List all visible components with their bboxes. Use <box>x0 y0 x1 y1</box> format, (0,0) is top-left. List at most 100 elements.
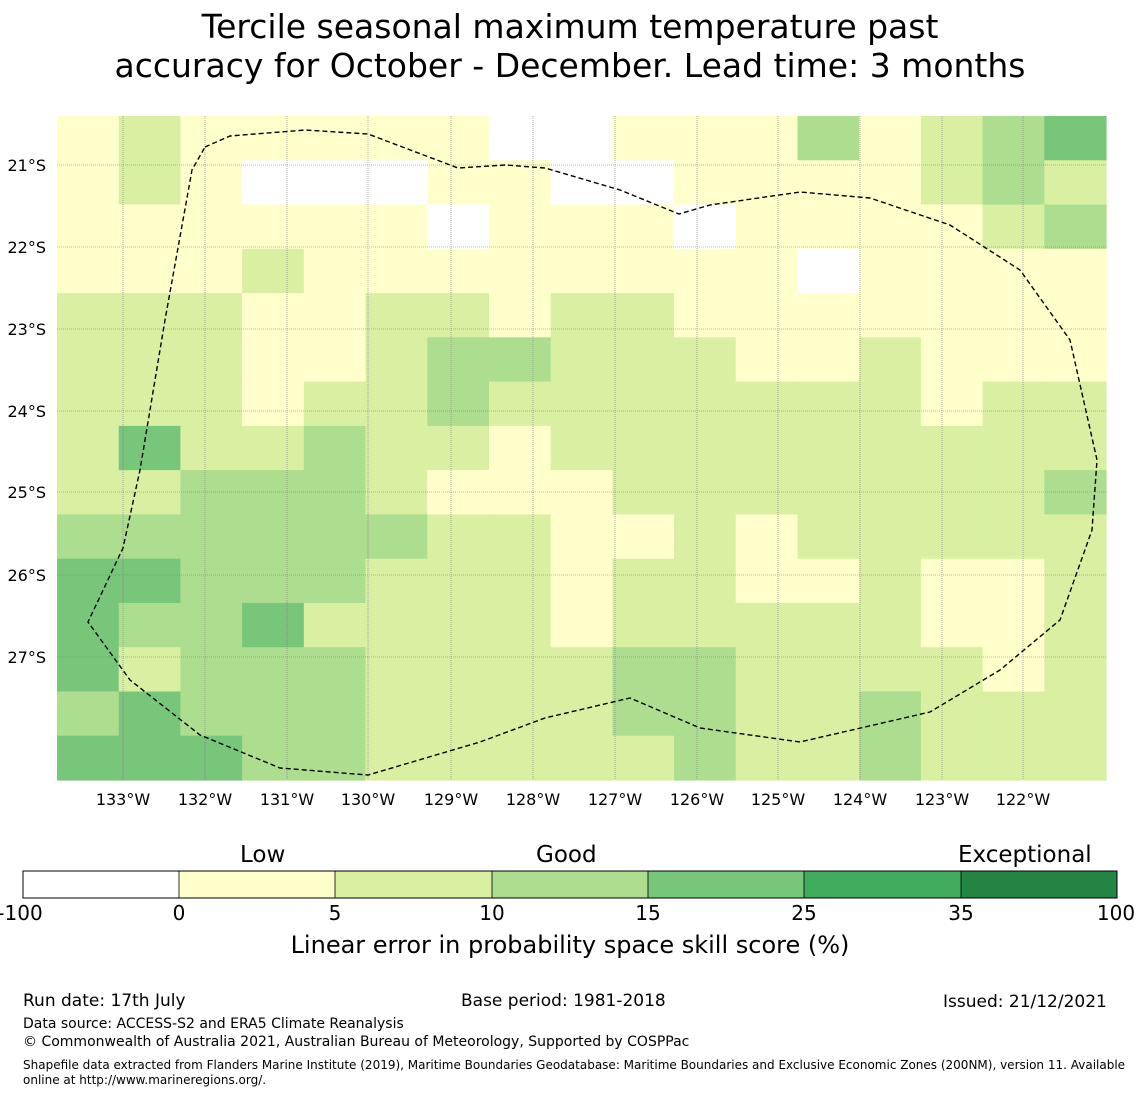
grid-cell <box>735 558 799 604</box>
colorbar-segment <box>179 871 335 898</box>
colorbar-segment <box>961 871 1117 898</box>
grid-cell <box>57 160 120 206</box>
longitude-tick-label: 128°W <box>506 790 561 809</box>
longitude-tick-label: 127°W <box>588 790 643 809</box>
graticule <box>57 116 1106 780</box>
grid-cell <box>1044 602 1107 648</box>
grid-cell <box>550 116 613 161</box>
grid-cell <box>242 647 305 693</box>
grid-cell <box>180 248 243 294</box>
grid-cell <box>365 381 428 427</box>
grid-cell <box>859 116 922 161</box>
grid-cell <box>920 160 984 206</box>
grid-cell <box>1044 735 1107 781</box>
grid-cell <box>1044 248 1107 294</box>
grid-cell <box>488 381 552 427</box>
grid-cell <box>982 293 1045 338</box>
grid-cell <box>488 602 552 648</box>
grid-cell <box>242 558 305 604</box>
grid-cell <box>118 514 182 560</box>
grid-cell <box>612 248 675 294</box>
grid-cell <box>365 602 428 648</box>
latitude-tick-label: 23°S <box>7 320 46 339</box>
grid-cell <box>612 470 675 515</box>
grid-cell <box>797 204 860 250</box>
grid-cell <box>612 381 675 427</box>
grid-cell <box>427 470 490 515</box>
grid-cell <box>982 116 1045 161</box>
grid-cell <box>859 514 922 560</box>
grid-cell <box>982 248 1045 294</box>
grid-cell <box>57 735 120 781</box>
map-title-line-1: Tercile seasonal maximum temperature pas… <box>201 7 939 46</box>
grid-cell <box>735 293 799 338</box>
grid-cell <box>982 602 1045 648</box>
grid-cell <box>735 381 799 427</box>
grid-cell <box>550 647 613 693</box>
grid-cell <box>365 691 428 737</box>
grid-cell <box>242 514 305 560</box>
grid-cell <box>612 735 675 781</box>
grid-cell <box>1044 514 1107 560</box>
longitude-tick-label: 133°W <box>96 790 151 809</box>
grid-cell <box>612 116 675 161</box>
grid-cell <box>735 691 799 737</box>
grid-cell <box>797 337 860 383</box>
grid-cell <box>550 514 613 560</box>
grid-cell <box>797 647 860 693</box>
grid-cell <box>365 293 428 338</box>
grid-cell <box>735 470 799 515</box>
grid-cell <box>303 470 367 515</box>
grid-cell <box>920 514 984 560</box>
grid-cell <box>427 514 490 560</box>
grid-cell <box>303 116 367 161</box>
grid-cell <box>735 514 799 560</box>
grid-cell <box>427 293 490 338</box>
grid-cell <box>180 470 243 515</box>
grid-cell <box>118 381 182 427</box>
grid-cell <box>488 470 552 515</box>
grid-cell <box>303 425 367 471</box>
grid-cell <box>488 558 552 604</box>
shapefile-credit-line-1: Shapefile data extracted from Flanders M… <box>23 1058 1126 1072</box>
grid-cell <box>920 470 984 515</box>
grid-cell <box>488 337 552 383</box>
copyright: © Commonwealth of Australia 2021, Austra… <box>23 1034 690 1050</box>
grid-cell <box>612 337 675 383</box>
grid-cell <box>920 647 984 693</box>
grid-cell <box>1044 337 1107 383</box>
grid-cell <box>488 204 552 250</box>
grid-cell <box>57 248 120 294</box>
grid-cell <box>859 425 922 471</box>
grid-cell <box>550 558 613 604</box>
colorbar-segment <box>804 871 961 898</box>
grid-cell <box>427 160 490 206</box>
grid-cell <box>488 160 552 206</box>
grid-cell <box>920 116 984 161</box>
grid-cell <box>488 514 552 560</box>
grid-cell <box>118 470 182 515</box>
grid-cell <box>612 293 675 338</box>
grid-cell <box>612 602 675 648</box>
latitude-tick-label: 21°S <box>7 156 46 175</box>
grid-cell <box>180 647 243 693</box>
grid-cell <box>118 160 182 206</box>
grid-cell <box>488 293 552 338</box>
grid-cell <box>118 248 182 294</box>
grid-cell <box>1044 293 1107 338</box>
grid-cell <box>859 204 922 250</box>
grid-cell <box>982 381 1045 427</box>
grid-cell <box>612 558 675 604</box>
grid-cell <box>550 425 613 471</box>
grid-cell <box>920 602 984 648</box>
grid-cell <box>982 470 1045 515</box>
colorbar-frame <box>22 870 1118 899</box>
colorbar-tick: 5 <box>328 901 342 925</box>
grid-cell <box>427 381 490 427</box>
grid-cell <box>427 425 490 471</box>
grid-cell <box>920 381 984 427</box>
grid-cell <box>859 602 922 648</box>
grid-cell <box>674 381 737 427</box>
grid-cell <box>57 602 120 648</box>
grid-cell <box>674 558 737 604</box>
